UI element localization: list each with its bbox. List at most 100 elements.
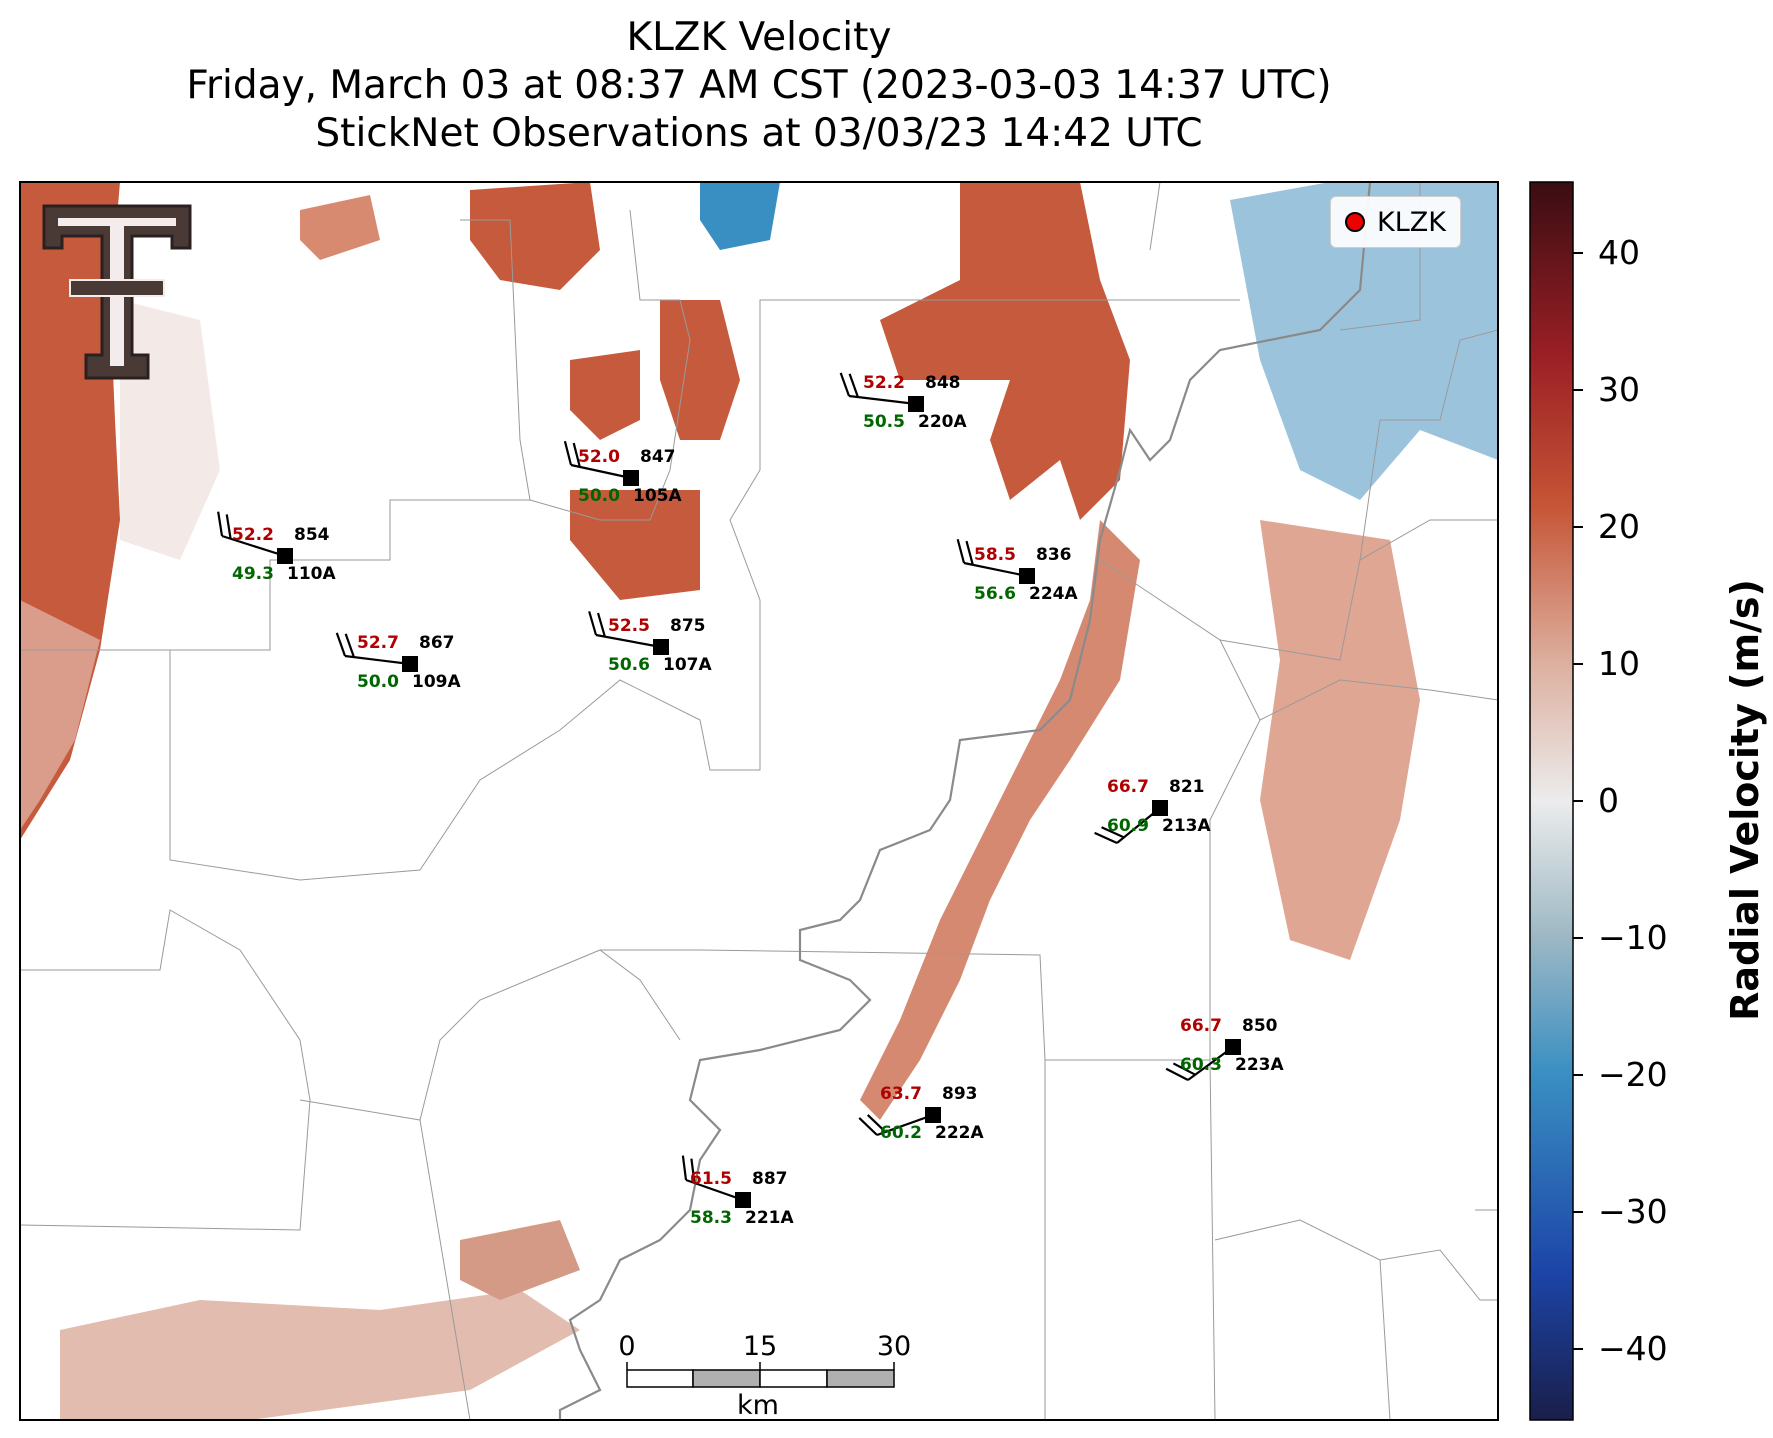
velocity-cell-north-blue (700, 182, 780, 250)
scale-tick-30: 30 (876, 1331, 912, 1362)
observation-station-id: 107A (663, 655, 712, 675)
scale-tick-0: 0 (618, 1331, 636, 1362)
observation-gust: 52.7 (357, 633, 399, 653)
station-marker (1152, 800, 1168, 816)
county-line (299, 949, 681, 1121)
observation-station-id: 213A (1162, 816, 1211, 836)
wind-barb-flag (848, 373, 859, 398)
station-marker (653, 639, 669, 655)
wind-barb-shaft (848, 394, 917, 406)
colorbar-tick-label: 0 (1598, 781, 1619, 820)
wind-barb-flag (681, 1155, 688, 1181)
observation-wind: 60.9 (1107, 816, 1149, 836)
observation-pressure: 867 (419, 633, 455, 653)
wind-barb-flag (344, 633, 355, 658)
colorbar-tick-label: 20 (1598, 507, 1640, 546)
observation-gust: 66.7 (1107, 777, 1149, 797)
observation-gust: 61.5 (690, 1169, 732, 1189)
wind-barb-shaft (963, 561, 1028, 578)
colorbar-tick-label: −40 (1598, 1329, 1668, 1368)
observation-wind: 56.6 (974, 584, 1016, 604)
observation-pressure: 887 (752, 1169, 788, 1189)
station-marker (402, 656, 418, 672)
county-line (529, 209, 691, 521)
colorbar-label: Radial Velocity (m/s) (1723, 579, 1767, 1021)
colorbar-tick-label: 30 (1598, 370, 1640, 409)
observation-wind: 60.2 (880, 1123, 922, 1143)
velocity-cell-southwest (60, 1290, 580, 1420)
map-title: KLZK Velocity Friday, March 03 at 08:37 … (20, 14, 1498, 158)
observation-gust: 52.0 (578, 447, 620, 467)
station-marker (1225, 1039, 1241, 1055)
county-line (1209, 679, 1498, 1060)
station-marker (623, 470, 639, 486)
wind-barb-flag (588, 611, 598, 636)
wind-barb-flag (690, 1158, 696, 1184)
scale-tick-15: 15 (742, 1331, 778, 1362)
observation-station-id: 221A (745, 1208, 794, 1228)
scale-unit: km (737, 1390, 779, 1421)
observation-gust: 66.7 (1180, 1016, 1222, 1036)
velocity-area-west-light (20, 600, 100, 830)
wind-barb-flag (956, 538, 966, 564)
radar-site-marker-icon (1345, 212, 1365, 232)
colorbar-tick-label: −30 (1598, 1192, 1668, 1231)
wind-barb-shaft (685, 1178, 744, 1202)
scale-bar (626, 1362, 895, 1388)
observation-wind: 50.6 (608, 655, 650, 675)
wind-barb-flag (866, 1114, 887, 1133)
colorbar-tick-label: −10 (1598, 918, 1668, 957)
observation-pressure: 848 (925, 373, 961, 393)
county-line (600, 949, 1046, 1420)
county-boundaries (20, 182, 1498, 1420)
observation-pressure: 836 (1036, 545, 1072, 565)
county-line (169, 600, 761, 881)
county-line (20, 219, 531, 651)
observation-pressure: 854 (294, 525, 330, 545)
observation-gust: 58.5 (974, 545, 1016, 565)
wind-barb-flag (217, 511, 224, 537)
title-line-time: Friday, March 03 at 08:37 AM CST (2023-0… (186, 63, 1332, 108)
colorbar-ticks (1573, 252, 1583, 1350)
station-marker (735, 1192, 751, 1208)
wind-barb-flag (1165, 1067, 1189, 1081)
wind-barb-flag (839, 372, 851, 397)
observation-gust: 63.7 (880, 1084, 922, 1104)
title-line-radar: KLZK Velocity (626, 15, 892, 60)
observation-station-id: 110A (287, 564, 336, 584)
wind-barb-shaft (570, 463, 632, 480)
county-line (1359, 329, 1498, 561)
observation-wind: 50.5 (863, 412, 905, 432)
observation-pressure: 821 (1169, 777, 1205, 797)
observation-gust: 52.5 (608, 616, 650, 636)
observation-station-id: 105A (633, 486, 682, 506)
county-line (1379, 1259, 1391, 1420)
river-line (558, 182, 1372, 1420)
velocity-cell-north-c (660, 300, 740, 440)
observation-station-id: 109A (412, 672, 461, 692)
observation-wind: 58.3 (690, 1208, 732, 1228)
observation-wind: 50.0 (357, 672, 399, 692)
observation-station-id: 222A (935, 1123, 984, 1143)
velocity-streaks-east (1260, 520, 1420, 960)
legend: KLZK (1330, 196, 1461, 248)
county-line (20, 909, 311, 1231)
observation-pressure: 875 (670, 616, 706, 636)
observation-station-id: 220A (918, 412, 967, 432)
title-line-sticknet: StickNet Observations at 03/03/23 14:42 … (315, 111, 1203, 156)
colorbar (1529, 181, 1574, 1421)
station-marker (925, 1107, 941, 1123)
observation-wind: 60.3 (1180, 1055, 1222, 1075)
wind-barb-flag (596, 612, 606, 637)
wind-barb-shaft (876, 1113, 934, 1137)
county-line (729, 299, 1240, 601)
radar-layer (20, 182, 1498, 1420)
colorbar-tick-label: 10 (1598, 644, 1640, 683)
wind-barb-flag (225, 514, 232, 539)
county-line (1149, 182, 1161, 251)
velocity-cell-south (460, 1220, 580, 1300)
wind-barb-shaft (221, 534, 286, 558)
observation-wind: 50.0 (578, 486, 620, 506)
wind-barb-flag (1101, 826, 1125, 839)
